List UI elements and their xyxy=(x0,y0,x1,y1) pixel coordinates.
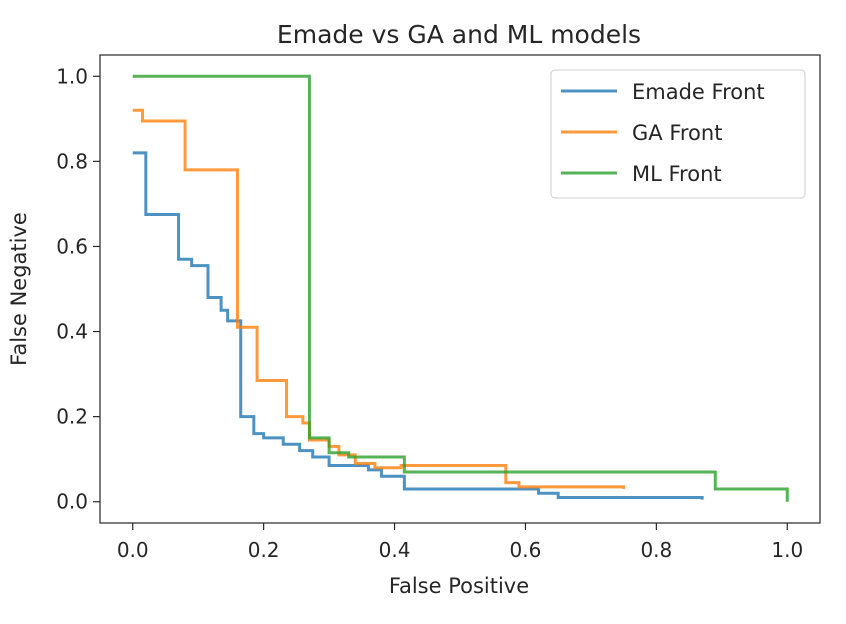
chart-title: Emade vs GA and ML models xyxy=(277,20,641,49)
legend-label: GA Front xyxy=(632,121,722,145)
legend: Emade Front GA Front ML Front xyxy=(550,69,806,199)
y-tick-label: 0.4 xyxy=(56,320,88,344)
plot-frame xyxy=(99,54,821,524)
y-tick-label: 0.8 xyxy=(56,149,88,173)
series-line-ml-front xyxy=(132,74,789,502)
series-line-ga-front xyxy=(132,108,626,489)
x-tick-label: 0.2 xyxy=(248,538,280,562)
series-line-emade-front xyxy=(132,151,704,500)
legend-label: ML Front xyxy=(632,162,722,186)
x-tick-label: 0.0 xyxy=(117,538,149,562)
x-tick-label: 1.0 xyxy=(771,538,803,562)
x-tick-label: 0.8 xyxy=(640,538,672,562)
y-tick-label: 1.0 xyxy=(56,64,88,88)
series-layer xyxy=(132,74,789,502)
x-axis: 0.0 0.2 0.4 0.6 0.8 1.0 xyxy=(117,523,803,562)
y-tick-label: 0.2 xyxy=(56,405,88,429)
x-tick-label: 0.4 xyxy=(379,538,411,562)
y-axis: 0.0 0.2 0.4 0.6 0.8 1.0 xyxy=(56,64,100,514)
y-tick-label: 0.6 xyxy=(56,234,88,258)
y-tick-label: 0.0 xyxy=(56,490,88,514)
x-axis-label: False Positive xyxy=(389,574,529,598)
x-tick-label: 0.6 xyxy=(510,538,542,562)
legend-label: Emade Front xyxy=(632,80,765,104)
y-axis-label: False Negative xyxy=(7,212,31,366)
legend-frame xyxy=(550,69,806,199)
